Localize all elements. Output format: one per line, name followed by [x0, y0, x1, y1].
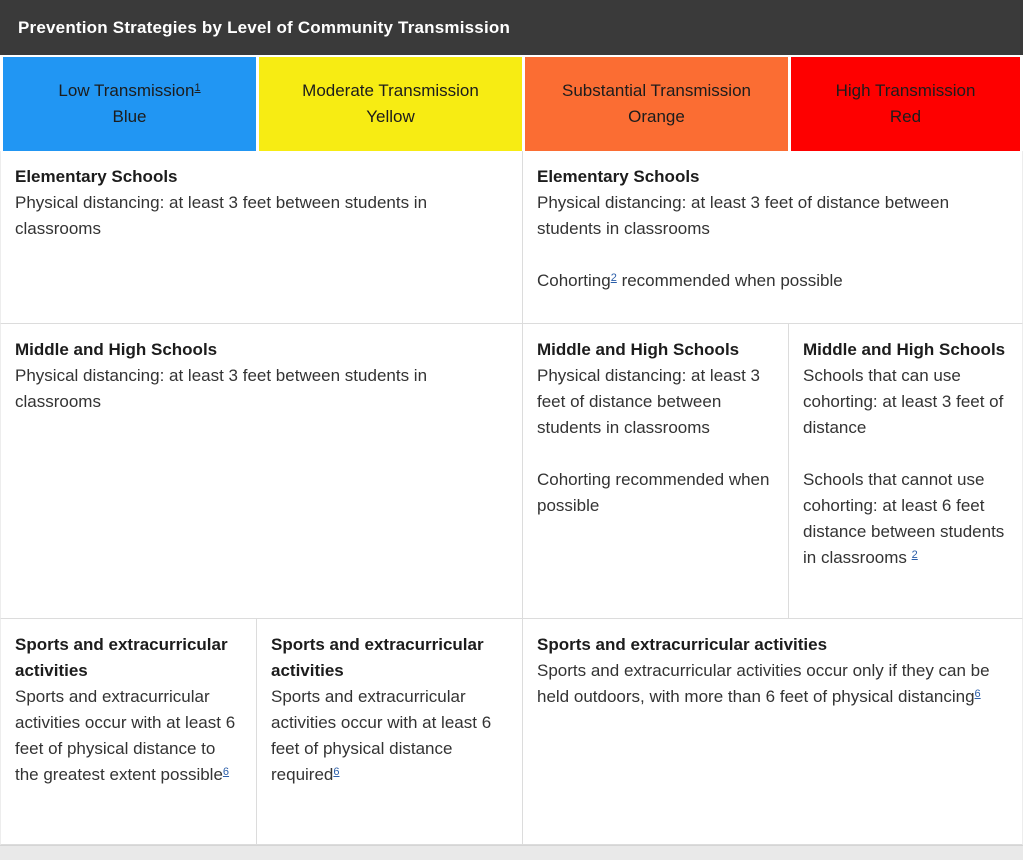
cell-sports-low: Sports and extracurricular activities Sp… — [1, 619, 257, 844]
cell-text: Sports and extracurricular activities oc… — [271, 687, 492, 784]
cell-text: Physical distancing: at least 3 feet bet… — [15, 366, 428, 411]
cell-sports-moderate: Sports and extracurricular activities Sp… — [257, 619, 523, 844]
column-header-high-transmission: High Transmission Red — [788, 57, 1023, 151]
cell-heading: Middle and High Schools — [537, 340, 740, 359]
column-color-label: Blue — [112, 107, 147, 126]
column-title: Substantial Transmission — [562, 81, 751, 100]
column-header-moderate-transmission: Moderate Transmission Yellow — [256, 57, 522, 151]
footnote-link-2[interactable]: 2 — [610, 272, 617, 285]
column-color-label: Red — [889, 107, 922, 126]
footnote-link-6[interactable]: 6 — [333, 766, 340, 779]
footnote-link-1[interactable]: 1 — [194, 82, 201, 95]
column-title: Low Transmission1 — [58, 81, 201, 100]
cell-text: Sports and extracurricular activities oc… — [537, 661, 990, 706]
footer-bar — [0, 845, 1023, 860]
cell-heading: Sports and extracurricular activities — [271, 635, 484, 680]
cell-text: Sports and extracurricular activities oc… — [15, 687, 236, 784]
cell-text: Cohorting2 recommended when possible — [537, 271, 843, 290]
column-color-label: Yellow — [366, 107, 415, 126]
cell-heading: Elementary Schools — [15, 167, 178, 186]
column-title: High Transmission — [835, 81, 976, 100]
cell-heading: Elementary Schools — [537, 167, 700, 186]
cell-text: Schools that cannot use cohorting: at le… — [803, 470, 1005, 567]
cell-middle-low-moderate: Middle and High Schools Physical distanc… — [1, 324, 523, 618]
cell-text: Cohorting recommended when possible — [537, 470, 770, 515]
column-header-low-transmission: Low Transmission1 Blue — [0, 57, 256, 151]
table-row-sports-activities: Sports and extracurricular activities Sp… — [0, 619, 1023, 845]
cell-text: Physical distancing: at least 3 feet of … — [537, 366, 761, 437]
cell-sports-substantial-high: Sports and extracurricular activities Sp… — [523, 619, 1023, 844]
footnote-link-2[interactable]: 2 — [911, 549, 918, 562]
cell-text: Physical distancing: at least 3 feet bet… — [15, 193, 428, 238]
cell-heading: Middle and High Schools — [15, 340, 218, 359]
column-color-label: Orange — [628, 107, 685, 126]
cell-middle-high: Middle and High Schools Schools that can… — [789, 324, 1023, 618]
table-row-middle-high-schools: Middle and High Schools Physical distanc… — [0, 324, 1023, 619]
column-title: Moderate Transmission — [302, 81, 479, 100]
footnote-link-6[interactable]: 6 — [974, 688, 981, 701]
cell-heading: Middle and High Schools — [803, 340, 1006, 359]
cell-heading: Sports and extracurricular activities — [15, 635, 228, 680]
cell-middle-substantial: Middle and High Schools Physical distanc… — [523, 324, 789, 618]
footnote-link-6[interactable]: 6 — [222, 766, 230, 779]
cell-text: Physical distancing: at least 3 feet of … — [537, 193, 950, 238]
cell-heading: Sports and extracurricular activities — [537, 635, 828, 654]
table-title-bar: Prevention Strategies by Level of Commun… — [0, 0, 1023, 55]
cell-elementary-low-moderate: Elementary Schools Physical distancing: … — [1, 151, 523, 323]
table-title: Prevention Strategies by Level of Commun… — [18, 17, 511, 37]
cell-elementary-substantial-high: Elementary Schools Physical distancing: … — [523, 151, 1023, 323]
column-header-row: Low Transmission1 Blue Moderate Transmis… — [0, 55, 1023, 151]
column-header-substantial-transmission: Substantial Transmission Orange — [522, 57, 788, 151]
table-row-elementary-schools: Elementary Schools Physical distancing: … — [0, 151, 1023, 324]
cell-text: Schools that can use cohorting: at least… — [803, 366, 1004, 437]
